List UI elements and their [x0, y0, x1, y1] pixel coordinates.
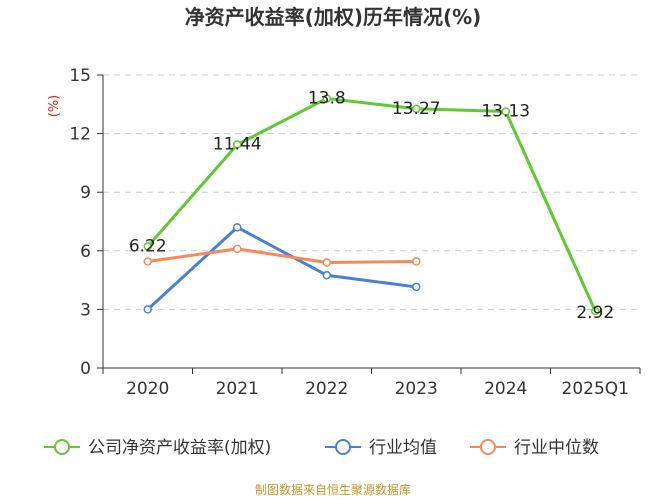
data-point	[322, 258, 331, 267]
data-label: 2.92	[576, 303, 614, 323]
legend-item[interactable]: 公司净资产收益率(加权)	[44, 438, 271, 458]
data-point	[233, 244, 242, 254]
data-point	[143, 257, 152, 266]
data-label: 13.27	[392, 99, 441, 119]
legend-item[interactable]: 行业均值	[325, 438, 437, 458]
series-layer	[143, 94, 600, 316]
source-note: 制图数据来自恒生聚源数据库	[255, 482, 411, 497]
x-tick-label: 2023	[395, 379, 438, 399]
series-line	[147, 247, 417, 265]
legend-label: 行业中位数	[514, 438, 599, 458]
y-tick-label: 15	[69, 66, 91, 86]
legend-marker	[480, 439, 496, 455]
data-point	[143, 242, 152, 251]
legend-label: 行业均值	[369, 438, 437, 458]
legend-item[interactable]: 行业中位数	[470, 438, 599, 458]
x-tick-label: 2021	[216, 379, 259, 399]
data-point	[591, 306, 600, 316]
legend-label: 公司净资产收益率(加权)	[88, 438, 271, 458]
data-labels: 6.22 11.44 13.8 13.27 13.13 2.92	[129, 88, 614, 323]
series-line	[146, 96, 597, 312]
data-point	[501, 107, 510, 116]
x-tick-label: 2025Q1	[562, 379, 629, 399]
series-line	[146, 225, 417, 311]
chart-title: 净资产收益率(加权)历年情况(%)	[185, 5, 482, 29]
legend[interactable]: 公司净资产收益率(加权) 行业均值 行业中位数	[44, 438, 599, 458]
data-point	[412, 282, 421, 292]
data-point	[233, 223, 242, 232]
data-point	[322, 270, 331, 280]
data-point	[412, 257, 421, 266]
y-axis-unit: (%)	[47, 95, 62, 118]
axes: 0 3 6 9 12 15 2020 2021 2022 2023 2024 2025Q1	[69, 66, 641, 399]
data-point	[143, 305, 152, 314]
data-point	[412, 104, 421, 114]
grid-lines	[103, 74, 640, 310]
data-label: 6.22	[129, 237, 167, 257]
legend-marker	[54, 439, 70, 455]
data-point	[233, 140, 242, 149]
y-tick-label: 0	[80, 359, 91, 379]
legend-marker	[335, 439, 351, 455]
y-tick-label: 3	[80, 300, 91, 320]
data-point	[322, 94, 331, 103]
y-tick-label: 12	[69, 125, 91, 145]
y-tick-label: 9	[80, 183, 91, 203]
data-label: 13.13	[481, 102, 530, 122]
data-label: 13.8	[308, 88, 346, 108]
x-tick-label: 2024	[484, 379, 527, 399]
x-tick-label: 2022	[305, 379, 348, 399]
x-tick-label: 2020	[126, 379, 169, 399]
data-label: 11.44	[213, 135, 262, 155]
y-tick-label: 6	[80, 242, 91, 262]
